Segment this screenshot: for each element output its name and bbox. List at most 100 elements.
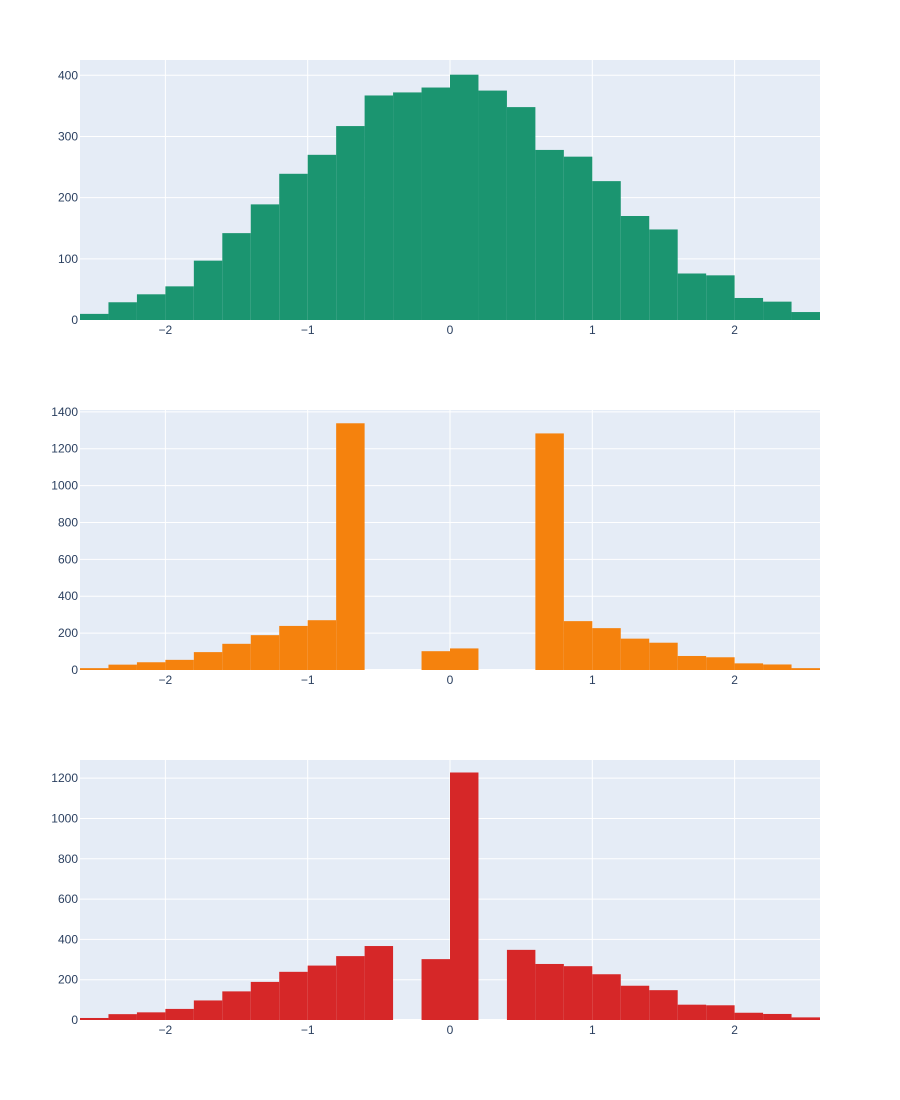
histogram-bar[interactable] <box>791 1017 820 1020</box>
histogram-bar[interactable] <box>136 1012 166 1020</box>
histogram-bar[interactable] <box>677 1004 707 1020</box>
x-tick-label: 2 <box>731 673 738 687</box>
histogram-bar[interactable] <box>620 216 650 320</box>
histogram-bar[interactable] <box>478 90 507 321</box>
histogram-bar[interactable] <box>193 652 223 670</box>
histogram-bar[interactable] <box>734 297 764 320</box>
histogram-bar[interactable] <box>563 156 593 320</box>
histogram-bar[interactable] <box>307 154 337 320</box>
histogram-bar[interactable] <box>80 668 109 670</box>
x-tick-label: 0 <box>447 673 454 687</box>
y-tick-label: 0 <box>71 663 78 677</box>
histogram-bar[interactable] <box>592 628 621 670</box>
x-tick-label: 2 <box>731 323 738 337</box>
histogram-bar[interactable] <box>450 74 479 321</box>
y-tick-label: 400 <box>58 68 78 82</box>
y-tick-label: 800 <box>58 852 78 866</box>
y-tick-label: 200 <box>58 191 78 205</box>
histogram-bar[interactable] <box>222 991 251 1020</box>
subplot-middle: 0 200 400 600 800 1000 1200 1400 −2 −1 0 1 2 <box>51 405 820 687</box>
histogram-bar[interactable] <box>250 204 280 320</box>
histogram-bar[interactable] <box>763 664 792 670</box>
histogram-bar[interactable] <box>193 1000 223 1020</box>
histogram-bar[interactable] <box>336 126 365 320</box>
histogram-bar[interactable] <box>677 655 707 670</box>
histogram-bar[interactable] <box>136 662 166 670</box>
y-tick-label: 1000 <box>51 479 78 493</box>
y-tick-label: 1200 <box>51 771 78 785</box>
histogram-bar[interactable] <box>421 959 450 1020</box>
histogram-bar[interactable] <box>80 1017 109 1020</box>
x-tick-label: 1 <box>589 673 596 687</box>
histogram-bar[interactable] <box>649 990 678 1020</box>
histogram-bar[interactable] <box>592 181 621 320</box>
histogram-bar[interactable] <box>393 92 422 321</box>
histogram-bar[interactable] <box>193 260 223 320</box>
histogram-bar[interactable] <box>165 286 194 320</box>
histogram-bar[interactable] <box>421 87 450 320</box>
histogram-bar[interactable] <box>535 149 564 320</box>
y-tick-label: 800 <box>58 515 78 529</box>
histogram-bar[interactable] <box>108 664 137 670</box>
histogram-bar[interactable] <box>620 638 650 670</box>
histogram-bar[interactable] <box>563 966 593 1020</box>
y-tick-label: 0 <box>71 1013 78 1027</box>
histogram-bar[interactable] <box>279 625 308 670</box>
x-tick-label: 0 <box>447 1023 454 1037</box>
histogram-bar[interactable] <box>364 946 394 1020</box>
histogram-bar[interactable] <box>165 1008 194 1020</box>
histogram-bar[interactable] <box>563 621 593 670</box>
histogram-bar[interactable] <box>421 651 450 670</box>
histogram-bar[interactable] <box>791 312 820 320</box>
histogram-bar[interactable] <box>734 1012 764 1020</box>
histogram-bar[interactable] <box>763 301 792 320</box>
histogram-bar[interactable] <box>165 659 194 670</box>
x-tick-label: 0 <box>447 323 454 337</box>
x-tick-label: 2 <box>731 1023 738 1037</box>
x-tick-label: 1 <box>589 1023 596 1037</box>
histogram-bar[interactable] <box>734 663 764 670</box>
histogram-bar[interactable] <box>307 620 337 670</box>
histogram-bar[interactable] <box>592 974 621 1020</box>
subplot-bottom: 0 200 400 600 800 1000 1200 −2 −1 0 1 2 <box>51 760 820 1037</box>
histogram-bar[interactable] <box>791 668 820 670</box>
y-tick-label: 600 <box>58 892 78 906</box>
histogram-bar[interactable] <box>706 275 735 320</box>
histogram-bar[interactable] <box>279 971 308 1020</box>
histogram-bar[interactable] <box>250 981 280 1020</box>
histogram-bar[interactable] <box>108 1014 137 1020</box>
subplot-top: 0 100 200 300 400 −2 −1 0 1 2 <box>58 60 820 337</box>
histogram-bar[interactable] <box>222 643 251 670</box>
histogram-bar[interactable] <box>706 657 735 670</box>
histogram-bar[interactable] <box>222 233 251 320</box>
histogram-bar[interactable] <box>535 963 564 1020</box>
histogram-bar[interactable] <box>763 1013 792 1020</box>
histogram-bar[interactable] <box>706 1005 735 1020</box>
histogram-bar[interactable] <box>336 956 365 1020</box>
histogram-bar[interactable] <box>108 302 137 320</box>
histogram-bar[interactable] <box>136 294 166 320</box>
y-tick-label: 600 <box>58 552 78 566</box>
histogram-bar[interactable] <box>80 313 109 320</box>
histogram-bar[interactable] <box>535 433 564 670</box>
y-tick-label: 100 <box>58 252 78 266</box>
histogram-bar[interactable] <box>649 642 678 670</box>
histogram-bar[interactable] <box>649 229 678 320</box>
histogram-bar[interactable] <box>620 985 650 1020</box>
x-tick-label: −2 <box>159 673 173 687</box>
histogram-bar[interactable] <box>250 635 280 670</box>
x-tick-label: −2 <box>159 323 173 337</box>
histogram-bar[interactable] <box>677 273 707 320</box>
x-tick-label: −1 <box>301 1023 315 1037</box>
histogram-bar[interactable] <box>364 95 394 320</box>
histogram-bar[interactable] <box>450 648 479 670</box>
histogram-bar[interactable] <box>279 173 308 320</box>
histogram-bar[interactable] <box>307 965 337 1020</box>
y-tick-label: 200 <box>58 626 78 640</box>
histogram-bar[interactable] <box>506 949 536 1020</box>
histogram-bar[interactable] <box>506 107 536 320</box>
y-tick-label: 1200 <box>51 442 78 456</box>
histogram-bar[interactable] <box>450 772 479 1020</box>
histogram-bar[interactable] <box>336 423 365 670</box>
